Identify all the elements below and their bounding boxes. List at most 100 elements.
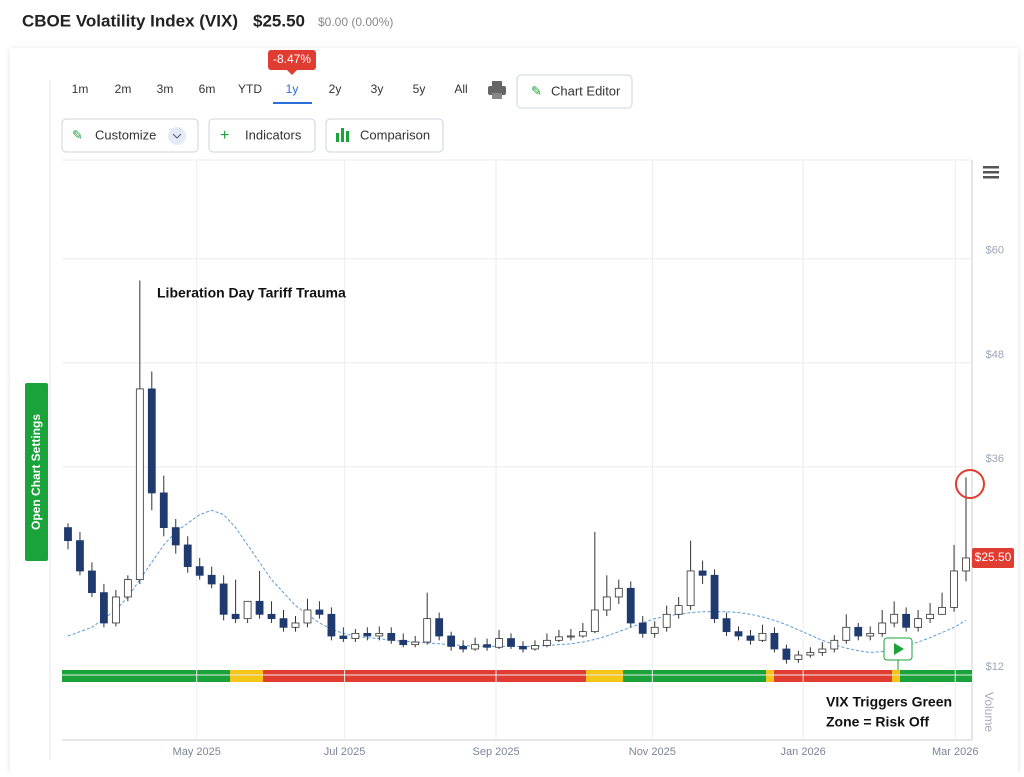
price: $25.50: [253, 11, 305, 30]
candle-body: [638, 622, 647, 634]
title: CBOE Volatility Index (VIX): [22, 11, 238, 30]
customize-button[interactable]: [61, 118, 199, 153]
candle-body: [88, 570, 96, 594]
candle-body: [315, 609, 324, 615]
candle-body: [375, 632, 384, 637]
candle-body: [710, 574, 719, 620]
annotation: Liberation Day Tariff Trauma: [157, 285, 346, 301]
y-tick-label: $12: [986, 661, 1004, 673]
range-button[interactable]: All: [454, 82, 467, 96]
range-button[interactable]: 2y: [329, 82, 342, 96]
candle-body: [495, 638, 503, 648]
candle-body: [914, 618, 923, 628]
candle-body: [483, 644, 491, 648]
chart-editor-label: Chart Editor: [551, 83, 621, 98]
candle-body: [770, 632, 779, 650]
candle-body: [459, 645, 468, 650]
candle-body: [842, 626, 851, 641]
candle-body: [650, 626, 659, 634]
badge-text: -8.47%: [273, 52, 311, 66]
settings-tab-label: Open Chart Settings: [29, 414, 43, 530]
x-tick-label: May 2025: [173, 746, 221, 758]
candle-body: [100, 592, 108, 624]
candle-body: [243, 600, 252, 620]
candle-body: [626, 587, 635, 624]
comparison-button[interactable]: [325, 118, 444, 153]
candle-body: [351, 632, 360, 639]
candle-body: [303, 609, 312, 624]
range-bar: 1m 2m 3m 6m YTD 1y 2y 3y 5y All: [72, 82, 468, 104]
plus-icon: +: [220, 127, 229, 144]
comparison-label: Comparison: [360, 127, 430, 142]
candle-body: [135, 388, 144, 581]
zone-band: [62, 670, 972, 682]
last-price-box: [972, 547, 1014, 568]
y-tick-label: $48: [986, 349, 1004, 361]
settings-tab[interactable]: [25, 383, 48, 561]
candle-body: [902, 613, 911, 628]
candle-body: [171, 527, 180, 546]
candle-body: [734, 631, 743, 637]
x-tick-label: Jan 2026: [781, 746, 826, 758]
candle-body: [183, 544, 192, 568]
range-button[interactable]: 3y: [371, 82, 384, 96]
candle-body: [291, 622, 300, 628]
candle-body: [602, 596, 611, 611]
candle-body: [878, 622, 887, 634]
range-button[interactable]: 3m: [157, 82, 174, 96]
candle-body: [255, 600, 264, 615]
annotation: Zone = Risk Off: [826, 714, 929, 730]
bars-icon: [336, 128, 349, 142]
candle-body: [830, 639, 839, 650]
candle-body: [938, 606, 946, 615]
x-tick-label: Jul 2025: [324, 746, 366, 758]
range-button[interactable]: 6m: [199, 82, 216, 96]
candle-body: [76, 540, 84, 572]
candle-body: [219, 583, 228, 615]
candle-body: [926, 613, 934, 620]
menu-icon[interactable]: [983, 166, 999, 179]
range-button[interactable]: 2m: [115, 82, 132, 96]
candle-body: [399, 639, 408, 646]
badge: [268, 50, 316, 70]
candle-body: [722, 618, 731, 633]
candle-body: [327, 613, 336, 637]
customize-label: Customize: [95, 127, 156, 142]
plot: [62, 160, 972, 740]
candle-body: [64, 527, 72, 542]
range-button[interactable]: 5y: [413, 82, 426, 96]
candle-body: [147, 388, 156, 494]
range-button[interactable]: 1y: [286, 82, 299, 96]
x-tick-label: Nov 2025: [629, 746, 676, 758]
badge-arrow: [287, 70, 297, 75]
print-icon[interactable]: [488, 81, 506, 99]
indicators-button[interactable]: [208, 118, 316, 153]
candle-body: [566, 635, 575, 638]
signal-arrow: [894, 643, 904, 655]
candle-body: [866, 632, 875, 637]
candle-body: [231, 613, 240, 620]
last-price-label: $25.50: [975, 550, 1012, 564]
candle-body: [111, 596, 120, 624]
candle-body: [794, 654, 803, 660]
candle-body: [471, 644, 479, 650]
volume-label: Volume: [982, 692, 996, 732]
candle-body: [267, 613, 276, 620]
candle-body: [806, 652, 815, 656]
dropdown-icon: [168, 127, 186, 145]
range-button[interactable]: 1m: [72, 82, 89, 96]
pencil-icon: ✎: [531, 83, 542, 98]
candle-body: [531, 645, 539, 650]
change: $0.00 (0.00%): [318, 15, 393, 29]
chart-editor-button[interactable]: [516, 74, 633, 109]
candle-body: [447, 635, 456, 647]
candle-body: [519, 645, 527, 650]
chevron: [172, 133, 182, 139]
candle-body: [363, 632, 372, 637]
moving-average: [67, 509, 967, 653]
candle-body: [411, 641, 420, 646]
range-button[interactable]: YTD: [238, 82, 262, 96]
candle-body: [962, 557, 970, 572]
